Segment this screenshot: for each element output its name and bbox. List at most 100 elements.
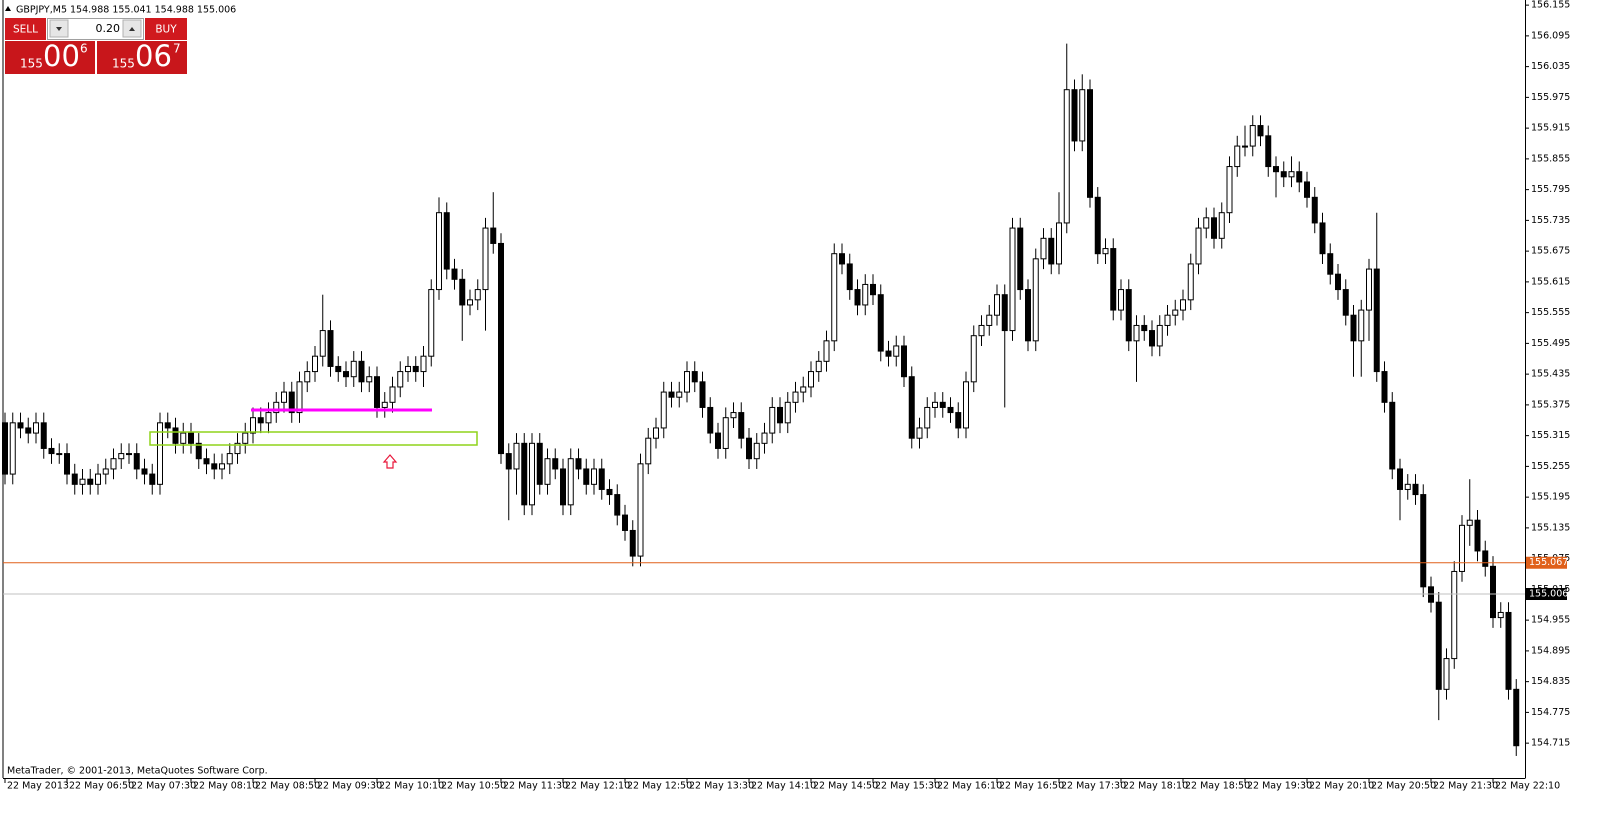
candle-body [1482,550,1489,567]
candle-body [87,478,94,485]
candle-body [1474,519,1481,552]
ask-box[interactable] [97,41,187,74]
candle-body [48,447,55,455]
candle-body [753,442,760,460]
bid-box[interactable] [5,41,95,74]
candle-body [1001,294,1008,332]
candle-body [257,417,264,424]
y-tick-label: 155.435 [1531,369,1570,380]
collapse-icon[interactable] [5,6,11,11]
candle-body [1048,237,1055,265]
candle-body [1311,196,1318,224]
candle-body [250,417,256,434]
candle-body [1466,519,1473,526]
candle-body [784,401,791,424]
candle-body [288,391,295,414]
candle-body [79,478,86,485]
candle-body [118,453,125,460]
candle-body [1513,688,1520,747]
ask-fraction: 7 [173,42,181,56]
lot-value: 0.20 [96,22,121,35]
candle-body [412,365,419,373]
y-tick-label: 154.715 [1531,738,1570,749]
candle-body [1218,212,1225,239]
candle-body [591,468,597,485]
candle-body [350,360,357,378]
candle-body [1133,324,1140,342]
candle-body [490,227,497,244]
candle-body [498,242,504,455]
candle-body [691,371,698,383]
candle-body [436,212,442,291]
candle-body [583,468,590,485]
x-tick-label: 22 May 22:10 [1495,781,1560,792]
candle-body [955,412,962,429]
y-tick-label: 155.615 [1531,276,1570,287]
candle-body [203,458,210,465]
sell-button[interactable] [5,18,46,40]
candle-body [1280,171,1287,178]
buy-button[interactable] [145,18,187,40]
ask-big-figure: 155 [112,57,135,71]
sell-label: SELL [13,24,38,36]
candle-body [1118,289,1124,311]
candle-body [1451,570,1458,660]
bid-pips: 00 [43,39,80,73]
candle-body [792,391,799,403]
candle-body [1032,258,1039,342]
candle-body [366,376,373,383]
x-tick-label: 22 May 2013 [7,781,69,792]
candle-body [443,212,450,270]
candle-body [467,299,473,306]
candle-body [296,381,303,414]
candle-body [195,442,202,460]
y-tick-label: 155.795 [1531,184,1570,195]
lot-box[interactable] [47,18,144,40]
candle-body [738,412,745,439]
candle-body [1319,222,1326,255]
candle-body [1373,268,1380,373]
candle-body [242,432,249,444]
x-tick-label: 22 May 06:50 [69,781,134,792]
candle-body [312,355,318,373]
bid-big-figure: 155 [20,57,43,71]
y-tick-label: 154.955 [1531,615,1570,626]
candle-body [164,422,171,429]
candle-body [808,371,814,388]
candle-body [273,401,280,414]
candle-body [188,432,194,444]
candle-body [1094,196,1101,255]
candle-body [1149,330,1155,347]
candle-body [684,371,690,393]
x-tick-label: 22 May 12:10 [565,781,630,792]
candle-body [1211,217,1217,239]
candle-body [157,422,163,485]
candle-body [668,391,675,398]
candle-body [1071,89,1078,142]
x-tick-label: 22 May 08:10 [193,781,258,792]
x-tick-label: 22 May 11:30 [503,781,568,792]
candle-body [219,463,225,470]
candle-body [25,427,32,434]
candle-body [722,417,729,449]
candle-body [405,365,411,373]
candle-body [319,330,326,357]
y-tick-label: 156.155 [1531,0,1570,11]
candle-body [9,422,16,475]
candle-body [1017,227,1024,291]
candle-body [560,468,566,506]
price-label-bg [1526,588,1567,601]
candle-body [71,473,78,485]
candle-body [676,391,683,398]
candle-body [211,463,218,470]
candle-body [1087,89,1093,198]
candle-body [1079,89,1086,142]
candle-body [1110,248,1117,311]
candle-body [126,453,132,456]
candle-body [505,453,512,470]
x-tick-label: 22 May 14:10 [751,781,816,792]
candle-body [1226,166,1233,214]
candle-body [629,529,636,557]
y-tick-label: 155.375 [1531,399,1570,410]
